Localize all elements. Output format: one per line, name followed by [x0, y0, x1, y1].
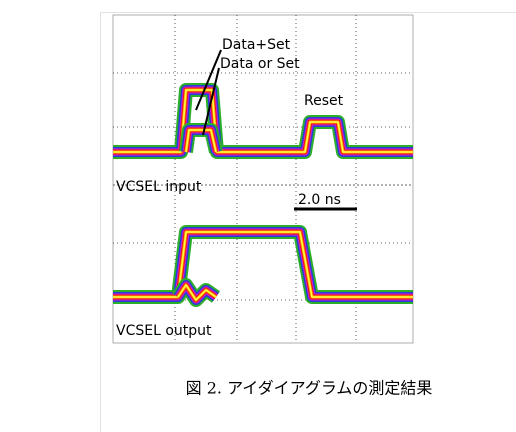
figure-caption: 図 2. アイダイアグラムの測定結果: [186, 379, 433, 398]
annotation: Data or Set: [220, 56, 300, 72]
page: Data+Set Data or Set Reset VCSEL input 2…: [0, 0, 516, 432]
annotation: VCSEL output: [116, 323, 212, 339]
annotation: VCSEL input: [116, 179, 202, 195]
annotation: Reset: [304, 93, 344, 109]
figure: Data+Set Data or Set Reset VCSEL input 2…: [0, 0, 516, 432]
annotation: Data+Set: [222, 37, 291, 53]
annotation: 2.0 ns: [298, 192, 341, 208]
